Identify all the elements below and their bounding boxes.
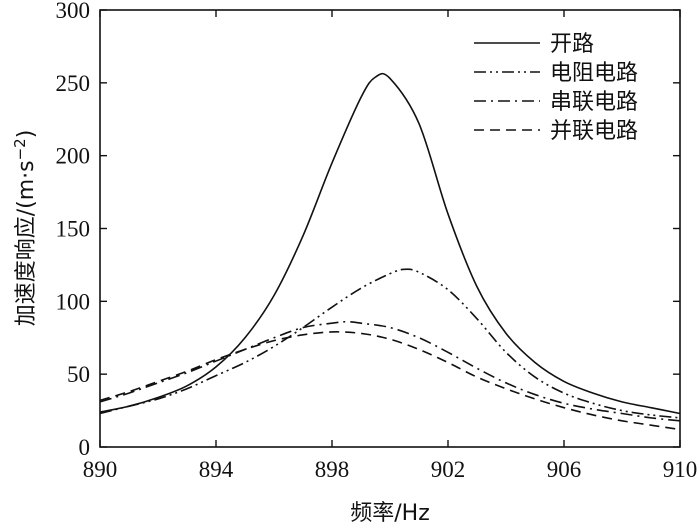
y-tick-label-6: 300 <box>56 0 91 23</box>
x-tick-label-0: 890 <box>83 457 118 482</box>
y-tick-label-2: 100 <box>56 289 91 314</box>
x-axis-title: 频率/Hz <box>350 501 430 526</box>
x-tick-label-3: 902 <box>431 457 466 482</box>
x-tick-label-4: 906 <box>547 457 582 482</box>
y-axis-title: 加速度响应/(m·s−2) <box>11 130 39 327</box>
y-tick-label-3: 150 <box>56 217 91 242</box>
y-axis-title-close: ) <box>14 130 39 139</box>
y-tick-label-0: 0 <box>79 435 91 460</box>
y-axis-title-superscript: −2 <box>11 138 29 160</box>
y-axis-title-main: 加速度响应/(m·s <box>14 160 39 326</box>
series-line-2 <box>99 268 681 419</box>
legend-label-3: 串联电路 <box>550 90 638 115</box>
x-tick-label-5: 910 <box>663 457 698 482</box>
y-tick-label-5: 250 <box>56 71 91 96</box>
legend-label-4: 并联电路 <box>550 119 638 144</box>
y-tick-label-4: 200 <box>56 144 91 169</box>
y-tick-label-1: 50 <box>67 362 90 387</box>
x-tick-label-2: 898 <box>315 457 350 482</box>
tick-layer: 890 894 898 902 906 910 0 50 100 150 200 250 300 <box>56 0 698 482</box>
legend-label-2: 电阻电路 <box>550 61 638 86</box>
series-line-1 <box>99 72 681 415</box>
series-layer <box>99 72 681 431</box>
series-line-3 <box>99 320 681 422</box>
x-tick-label-1: 894 <box>199 457 234 482</box>
series-line-4 <box>99 331 681 431</box>
legend-label-1: 开路 <box>550 32 594 57</box>
